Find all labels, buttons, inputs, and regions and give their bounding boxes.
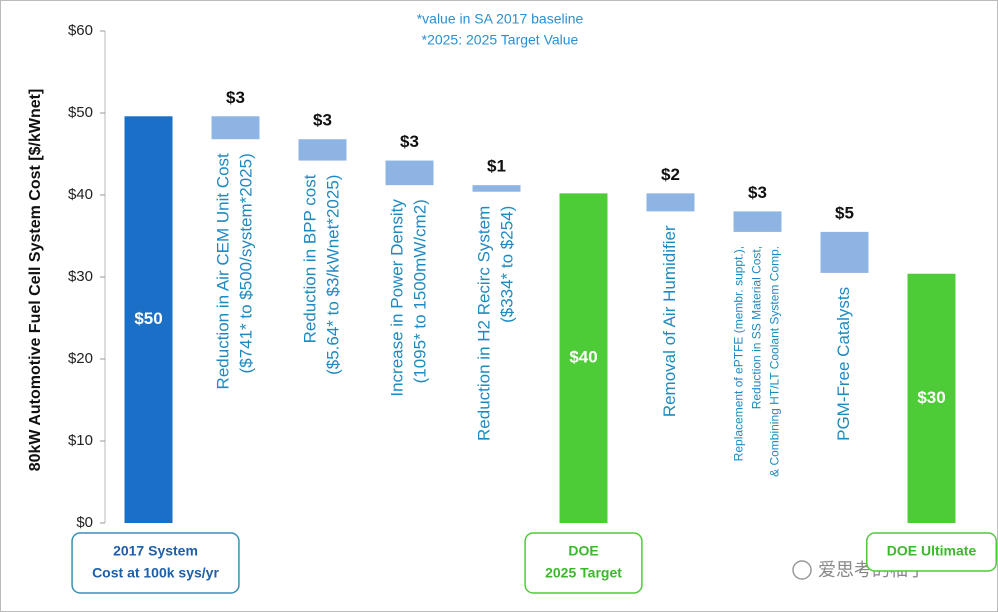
- y-tick-label: $40: [68, 186, 93, 203]
- category-label: DOE Ultimate: [887, 543, 977, 559]
- category-label: Reduction in Air CEM Unit Cost: [213, 153, 232, 389]
- category-label: ($334* to $254): [497, 206, 516, 323]
- bar-value-label: $3: [748, 183, 767, 202]
- category-label: Cost at 100k sys/yr: [92, 565, 219, 581]
- category-label: DOE: [568, 543, 598, 559]
- category-box: 2017 System Cost at 100k sys/yr: [71, 532, 240, 594]
- category-label: Increase in Power Density: [387, 199, 406, 397]
- category-label: 2017 System: [113, 543, 198, 559]
- category-label: Replacement of ePTFE (membr. suppt.),: [732, 246, 746, 461]
- bar-value-label: $3: [313, 111, 332, 130]
- category-box: DOE Ultimate: [866, 532, 997, 572]
- category-label: Reduction in H2 Recirc System: [474, 206, 493, 441]
- bar-value-label: $50: [134, 309, 162, 328]
- y-tick-label: $0: [76, 514, 93, 531]
- category-label: Reduction in BPP cost: [300, 174, 319, 343]
- y-tick-label: $50: [68, 104, 93, 121]
- decrease-bar: [733, 211, 782, 232]
- y-tick-label: $60: [68, 22, 93, 39]
- bar-value-label: $1: [487, 157, 506, 176]
- bar-value-label: $40: [569, 348, 597, 367]
- note: *2025: 2025 Target Value: [422, 32, 579, 48]
- bar-value-label: $30: [917, 388, 945, 407]
- category-box: DOE 2025 Target: [524, 532, 643, 594]
- bar-value-label: $3: [400, 132, 419, 151]
- decrease-bar: [646, 193, 695, 212]
- category-label: PGM-Free Catalysts: [834, 287, 853, 441]
- total-bar: [124, 116, 173, 523]
- category-label: Removal of Air Humidifier: [660, 225, 679, 417]
- y-tick-label: $30: [68, 268, 93, 285]
- bar-value-label: $3: [226, 88, 245, 107]
- bar-value-label: $5: [835, 203, 854, 222]
- category-label: ($5.64* to $3/kWnet*2025): [323, 175, 342, 375]
- y-tick-label: $20: [68, 350, 93, 367]
- note: *value in SA 2017 baseline: [417, 11, 584, 27]
- decrease-bar: [472, 185, 521, 192]
- category-label: 2025 Target: [545, 565, 622, 581]
- category-label: ($741* to $500/system*2025): [236, 153, 255, 373]
- category-label: Reduction in SS Material Cost,: [750, 246, 764, 409]
- watermark-icon: [792, 560, 812, 580]
- total-bar: [907, 273, 956, 523]
- category-label: (1095* to 1500mW/cm2): [410, 199, 429, 383]
- decrease-bar: [298, 139, 347, 161]
- y-tick-label: $10: [68, 432, 93, 449]
- total-bar: [559, 193, 608, 524]
- decrease-bar: [820, 231, 869, 273]
- category-box-frame: [71, 532, 240, 594]
- y-axis-label: 80kW Automotive Fuel Cell System Cost [$…: [27, 89, 44, 472]
- decrease-bar: [385, 160, 434, 186]
- category-box-frame: [524, 532, 643, 594]
- category-label: & Combining HT/LT Coolant System Comp.: [768, 246, 782, 477]
- bar-value-label: $2: [661, 165, 680, 184]
- decrease-bar: [211, 116, 260, 140]
- category-box-frame: [866, 532, 997, 572]
